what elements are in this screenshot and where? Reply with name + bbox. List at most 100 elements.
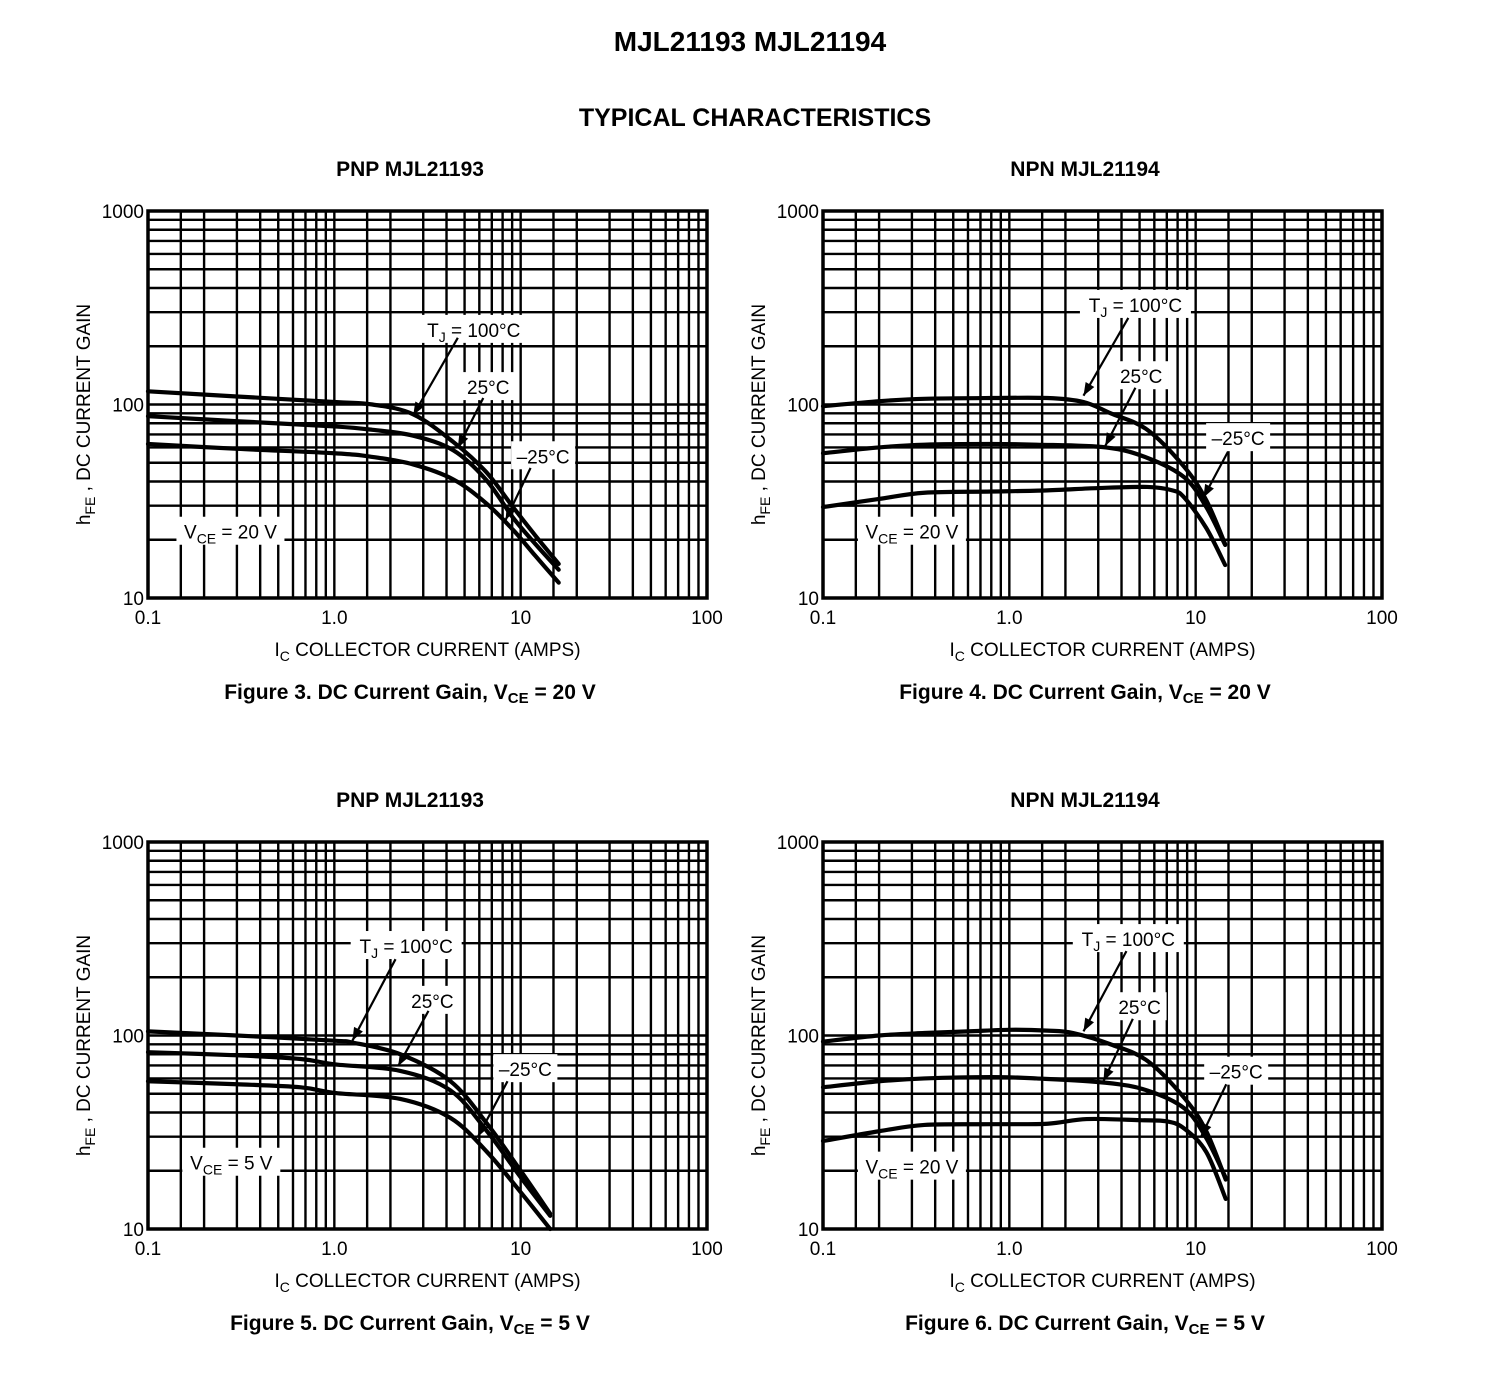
- annotation-label: TJ = 100°C: [1089, 296, 1182, 320]
- plot-frame: [821, 840, 1384, 1231]
- annotation-label: –25°C: [517, 447, 570, 468]
- x-tick-label: 0.1: [810, 608, 836, 629]
- series-line-0: [820, 1027, 1228, 1182]
- x-axis-label: IC COLLECTOR CURRENT (AMPS): [949, 640, 1255, 664]
- annotation-label: 25°C: [467, 378, 509, 399]
- annotation-label: TJ = 100°C: [1082, 930, 1175, 954]
- chart-header: PNP MJL21193: [336, 789, 484, 812]
- series: [820, 1027, 1228, 1202]
- annotation-bg: [1072, 924, 1184, 953]
- annotation-label: TJ = 100°C: [427, 321, 520, 345]
- x-axis-label: IC COLLECTOR CURRENT (AMPS): [274, 640, 580, 664]
- annotation-label: VCE = 20 V: [865, 523, 958, 547]
- series-line-2: [820, 484, 1228, 568]
- annotations: TJ = 100°C 25°C –25°C VCE = 5 V: [182, 931, 558, 1178]
- annotation-arrow: [351, 958, 397, 1042]
- annotation-arrow: [412, 337, 459, 416]
- x-tick-label: 0.1: [135, 608, 161, 629]
- annotation-label: VCE = 5 V: [190, 1154, 273, 1178]
- annotation-arrow: [1082, 317, 1130, 397]
- x-tick-label: 0.1: [135, 1239, 161, 1260]
- grid: [148, 211, 707, 598]
- x-tick-label: 100: [691, 1239, 723, 1260]
- arrowhead-icon: [457, 434, 469, 448]
- figure-caption: Figure 6. DC Current Gain, VCE = 5 V: [905, 1312, 1265, 1338]
- arrowhead-icon: [413, 401, 425, 416]
- x-tick-label: 1.0: [321, 608, 347, 629]
- series-line-0: [145, 389, 561, 567]
- series: [145, 1029, 553, 1232]
- annotation-bg: [1204, 1056, 1269, 1085]
- chart-header: NPN MJL21194: [1010, 158, 1160, 181]
- annotations: TJ = 100°C 25°C –25°C VCE = 20 V: [176, 314, 576, 547]
- annotation-bg: [182, 1147, 281, 1176]
- x-tick-label: 100: [1366, 1239, 1398, 1260]
- arrowhead-icon: [1083, 381, 1095, 396]
- chart-fig5: PNP MJL21193 0.1 1.0 10 100 10 100 1000 IC COLLE…: [60, 789, 760, 1389]
- y-tick-label: 100: [112, 1027, 144, 1048]
- figure-caption: Figure 5. DC Current Gain, VCE = 5 V: [230, 1312, 590, 1338]
- chart-fig6: NPN MJL21194 0.1 1.0 10 100 10 100 1000 IC COLLE…: [735, 789, 1435, 1389]
- section-title: TYPICAL CHARACTERISTICS: [578, 104, 932, 132]
- arrowhead-icon: [1203, 483, 1214, 498]
- page-title: MJL21193 MJL21194: [613, 26, 887, 57]
- y-tick-label: 100: [787, 396, 819, 417]
- series-line-1: [820, 1074, 1228, 1180]
- plot-area: 0.1 1.0 10 100 10 100 1000 IC COLLECTOR CURRENT…: [74, 202, 723, 664]
- x-tick-label: 100: [691, 608, 723, 629]
- arrowhead-icon: [1083, 1017, 1095, 1032]
- chart-fig4: NPN MJL21194 0.1 1.0 10 100 10 100 1000 IC COLLE…: [735, 158, 1435, 758]
- x-tick-label: 1.0: [996, 608, 1022, 629]
- series-line-0: [145, 1029, 553, 1216]
- annotation-bg: [350, 931, 462, 960]
- x-axis-label: IC COLLECTOR CURRENT (AMPS): [949, 1271, 1255, 1295]
- annotation-label: VCE = 20 V: [865, 1158, 958, 1182]
- y-axis-label: hFE , DC CURRENT GAIN: [74, 304, 98, 525]
- series-line-2: [145, 1079, 553, 1232]
- figure-caption: Figure 3. DC Current Gain, VCE = 20 V: [224, 681, 596, 707]
- annotation-label: TJ = 100°C: [360, 937, 453, 961]
- annotation-bg: [1206, 423, 1271, 452]
- x-tick-label: 10: [510, 608, 531, 629]
- figure-caption: Figure 4. DC Current Gain, VCE = 20 V: [899, 681, 1271, 707]
- annotation-bg: [461, 372, 516, 401]
- annotation-bg: [493, 1054, 558, 1083]
- annotation-bg: [1079, 289, 1191, 318]
- y-tick-label: 10: [123, 589, 144, 610]
- x-tick-label: 1.0: [996, 1239, 1022, 1260]
- annotation-label: 25°C: [1120, 367, 1162, 388]
- x-tick-label: 0.1: [810, 1239, 836, 1260]
- annotation-bg: [857, 1151, 966, 1180]
- annotation-bg: [857, 516, 966, 545]
- y-tick-label: 1000: [777, 833, 819, 854]
- annotation-label: 25°C: [411, 992, 453, 1013]
- x-tick-label: 1.0: [321, 1239, 347, 1260]
- annotation-label: –25°C: [1212, 429, 1265, 450]
- y-tick-label: 1000: [102, 202, 144, 223]
- plot-frame: [146, 209, 709, 600]
- series-line-1: [145, 1050, 553, 1218]
- annotation-bg: [1114, 361, 1169, 390]
- chart-header: PNP MJL21193: [336, 158, 484, 181]
- plot-area: 0.1 1.0 10 100 10 100 1000 IC COLLECTOR CURRENT…: [74, 833, 723, 1295]
- annotation-label: –25°C: [499, 1060, 552, 1081]
- y-axis-label: hFE , DC CURRENT GAIN: [749, 304, 773, 525]
- series-line-1: [820, 441, 1228, 548]
- annotation-bg: [511, 441, 576, 470]
- annotation-label: 25°C: [1118, 998, 1160, 1019]
- chart-header: NPN MJL21194: [1010, 789, 1160, 812]
- plot-area: 0.1 1.0 10 100 10 100 1000 IC COLLECTOR CURRENT…: [749, 202, 1398, 664]
- annotation-bg: [176, 516, 285, 545]
- x-tick-label: 10: [1185, 608, 1206, 629]
- arrowhead-icon: [1105, 432, 1116, 447]
- x-axis-label: IC COLLECTOR CURRENT (AMPS): [274, 1271, 580, 1295]
- arrowhead-icon: [1103, 1067, 1114, 1082]
- annotations: TJ = 100°C 25°C –25°C VCE = 20 V: [857, 924, 1269, 1182]
- y-tick-label: 100: [112, 396, 144, 417]
- series-line-0: [820, 395, 1228, 547]
- x-tick-label: 10: [510, 1239, 531, 1260]
- annotation-label: –25°C: [1210, 1063, 1263, 1084]
- y-tick-label: 1000: [102, 833, 144, 854]
- plot-frame: [146, 840, 709, 1231]
- annotation-arrow: [1082, 950, 1128, 1032]
